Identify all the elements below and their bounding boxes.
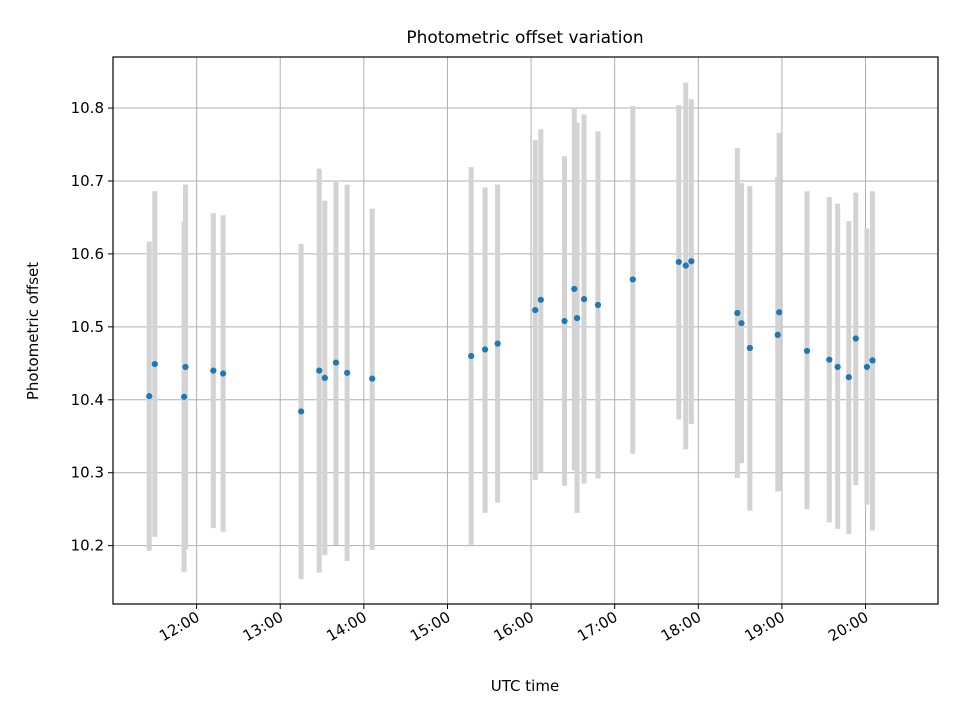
data-point (298, 408, 305, 415)
data-point (180, 393, 188, 400)
point-layer (146, 258, 876, 415)
y-tick-label: 10.6 (71, 245, 104, 263)
data-point (845, 374, 852, 381)
x-tick-label: 19:00 (741, 608, 787, 645)
data-point (182, 363, 189, 371)
data-point (746, 344, 753, 352)
data-point (688, 258, 695, 265)
data-point (826, 356, 833, 363)
data-point (369, 375, 376, 382)
data-point (321, 374, 328, 382)
data-point (774, 331, 781, 338)
chart-title: Photometric offset variation (406, 28, 643, 48)
x-tick-label: 15:00 (407, 608, 453, 645)
data-point (537, 296, 544, 303)
data-point (580, 296, 588, 303)
data-point (776, 309, 783, 316)
data-point (734, 309, 741, 317)
x-axis-label: UTC time (491, 677, 559, 695)
x-tick-label: 12:00 (156, 608, 202, 645)
data-point (332, 359, 340, 366)
data-point (532, 306, 539, 314)
data-point (629, 276, 636, 283)
y-tick-label: 10.8 (71, 99, 104, 117)
data-point (834, 363, 841, 371)
data-point (146, 393, 153, 400)
data-point (682, 262, 689, 269)
y-tick-layer: 10.2 10.3 10.4 10.5 10.6 10.7 10.8 (71, 99, 113, 555)
x-tick-label: 17:00 (574, 608, 620, 645)
data-point (573, 315, 581, 322)
data-point (675, 258, 682, 266)
errorbar-layer (146, 82, 876, 580)
data-point (738, 320, 745, 327)
data-point (869, 357, 876, 364)
data-point (151, 360, 158, 368)
y-tick-label: 10.3 (71, 464, 104, 482)
y-tick-label: 10.7 (71, 172, 104, 190)
y-axis-label: Photometric offset (24, 262, 42, 400)
data-point (210, 367, 217, 374)
data-point (316, 367, 323, 374)
data-point (219, 370, 227, 377)
x-tick-layer: 12:00 13:00 14:00 15:00 16:00 17:00 18:00 19:00… (156, 604, 872, 645)
x-tick-label: 13:00 (240, 608, 286, 645)
grid-layer (113, 57, 938, 604)
data-point (481, 346, 489, 353)
x-tick-label: 14:00 (323, 608, 369, 645)
y-tick-label: 10.4 (71, 391, 104, 409)
plot-frame (112, 56, 939, 605)
data-point (468, 352, 475, 360)
data-point (594, 301, 602, 309)
data-point (494, 340, 501, 347)
y-tick-label: 10.2 (71, 537, 104, 555)
x-tick-label: 18:00 (658, 608, 704, 645)
y-tick-label: 10.5 (71, 318, 104, 336)
data-point (852, 335, 859, 342)
data-point (863, 363, 871, 371)
x-tick-label: 20:00 (825, 608, 871, 645)
x-tick-label: 16:00 (491, 608, 537, 645)
data-point (803, 347, 811, 355)
data-point (561, 317, 568, 325)
data-point (571, 285, 578, 293)
data-point (344, 369, 351, 376)
